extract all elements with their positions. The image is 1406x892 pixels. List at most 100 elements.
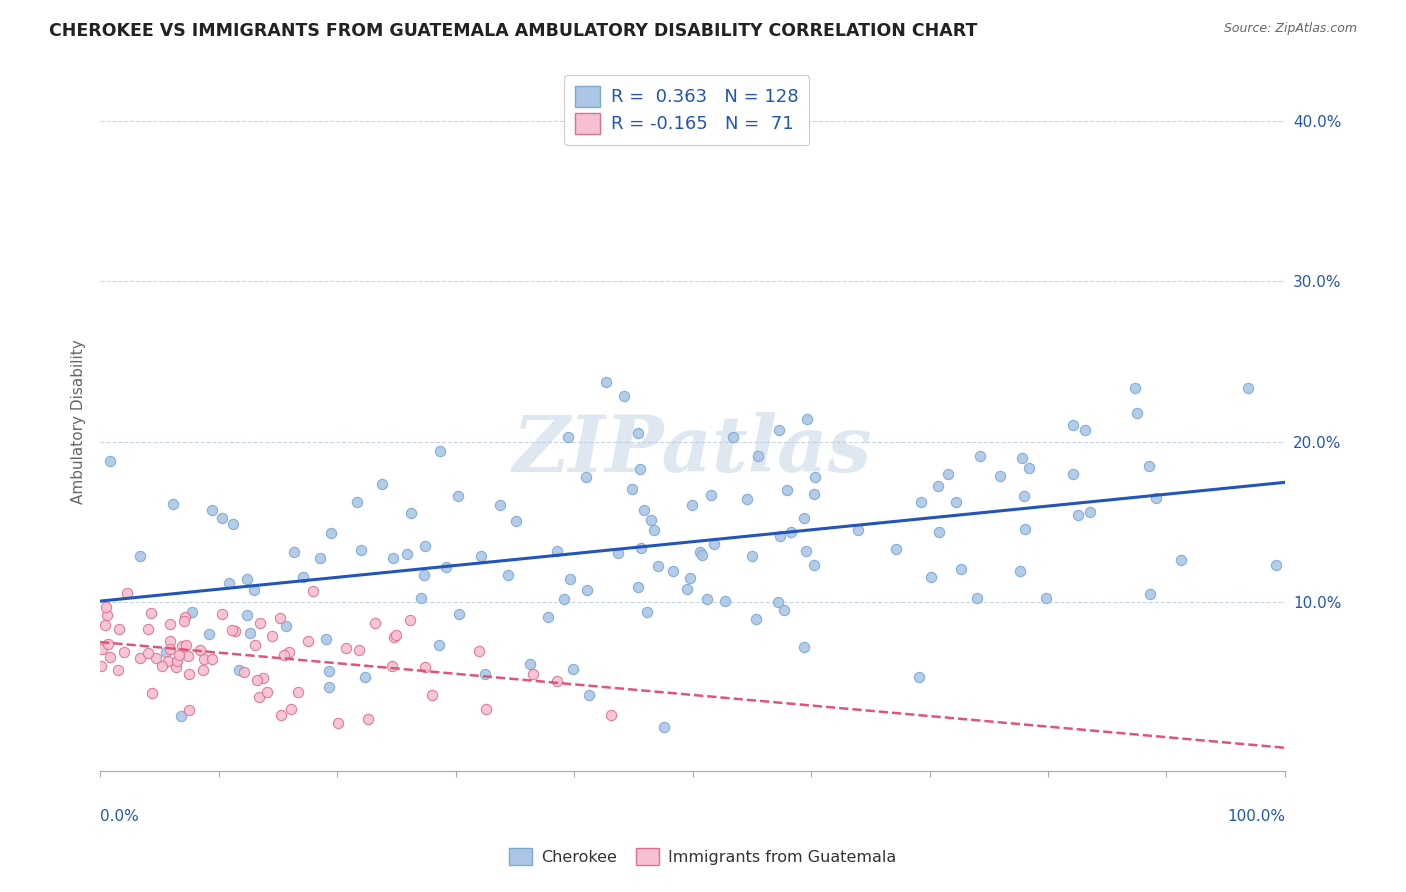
Point: [969, 449, 991, 463]
Point: [1170, 553, 1192, 567]
Point: [247, 690, 270, 704]
Point: [224, 624, 246, 639]
Point: [326, 715, 349, 730]
Point: [557, 430, 579, 444]
Point: [908, 670, 931, 684]
Point: [280, 702, 302, 716]
Point: [628, 462, 651, 476]
Point: [350, 542, 373, 557]
Point: [274, 619, 297, 633]
Point: [174, 609, 197, 624]
Point: [399, 506, 422, 520]
Point: [928, 524, 950, 539]
Point: [633, 503, 655, 517]
Point: [145, 650, 167, 665]
Point: [139, 606, 162, 620]
Point: [162, 497, 184, 511]
Point: [689, 545, 711, 559]
Point: [950, 562, 973, 576]
Point: [191, 663, 214, 677]
Point: [165, 660, 187, 674]
Point: [794, 543, 817, 558]
Point: [630, 541, 652, 555]
Point: [335, 641, 357, 656]
Text: 100.0%: 100.0%: [1227, 809, 1285, 824]
Point: [1144, 491, 1167, 505]
Point: [793, 510, 815, 524]
Point: [576, 582, 599, 597]
Point: [381, 659, 404, 673]
Legend: R =  0.363   N = 128, R = -0.165   N =  71: R = 0.363 N = 128, R = -0.165 N = 71: [564, 75, 810, 145]
Point: [920, 570, 942, 584]
Point: [1014, 522, 1036, 536]
Point: [654, 720, 676, 734]
Point: [966, 591, 988, 606]
Text: ZIPatlas: ZIPatlas: [513, 411, 872, 488]
Point: [211, 607, 233, 621]
Point: [522, 666, 544, 681]
Point: [1237, 381, 1260, 395]
Point: [846, 523, 869, 537]
Point: [98, 650, 121, 665]
Point: [228, 664, 250, 678]
Point: [643, 523, 665, 537]
Point: [427, 638, 450, 652]
Point: [681, 498, 703, 512]
Point: [198, 627, 221, 641]
Point: [699, 487, 721, 501]
Point: [309, 551, 332, 566]
Point: [174, 638, 197, 652]
Point: [647, 559, 669, 574]
Point: [1012, 489, 1035, 503]
Point: [170, 709, 193, 723]
Point: [910, 495, 932, 509]
Point: [382, 630, 405, 644]
Point: [627, 581, 650, 595]
Point: [474, 666, 496, 681]
Point: [886, 542, 908, 557]
Point: [236, 573, 259, 587]
Point: [128, 651, 150, 665]
Point: [159, 633, 181, 648]
Point: [354, 669, 377, 683]
Point: [173, 614, 195, 628]
Point: [222, 517, 245, 532]
Point: [1126, 406, 1149, 420]
Text: CHEROKEE VS IMMIGRANTS FROM GUATEMALA AMBULATORY DISABILITY CORRELATION CHART: CHEROKEE VS IMMIGRANTS FROM GUATEMALA AM…: [49, 22, 977, 40]
Point: [346, 494, 368, 508]
Point: [607, 546, 630, 560]
Point: [384, 628, 406, 642]
Point: [578, 688, 600, 702]
Point: [107, 663, 129, 677]
Point: [413, 539, 436, 553]
Point: [1011, 450, 1033, 465]
Point: [396, 547, 419, 561]
Point: [945, 495, 967, 509]
Point: [90, 658, 112, 673]
Point: [245, 638, 267, 652]
Point: [600, 708, 623, 723]
Point: [429, 443, 451, 458]
Point: [218, 576, 240, 591]
Point: [1137, 459, 1160, 474]
Point: [468, 644, 491, 658]
Point: [269, 611, 291, 625]
Point: [260, 629, 283, 643]
Point: [1265, 558, 1288, 572]
Point: [177, 667, 200, 681]
Point: [936, 467, 959, 481]
Point: [690, 548, 713, 562]
Point: [98, 454, 121, 468]
Point: [318, 680, 340, 694]
Point: [735, 491, 758, 506]
Point: [796, 411, 818, 425]
Point: [1139, 587, 1161, 601]
Point: [235, 608, 257, 623]
Point: [357, 713, 380, 727]
Point: [180, 606, 202, 620]
Point: [768, 423, 790, 437]
Point: [233, 665, 256, 679]
Point: [546, 544, 568, 558]
Point: [745, 612, 768, 626]
Point: [575, 470, 598, 484]
